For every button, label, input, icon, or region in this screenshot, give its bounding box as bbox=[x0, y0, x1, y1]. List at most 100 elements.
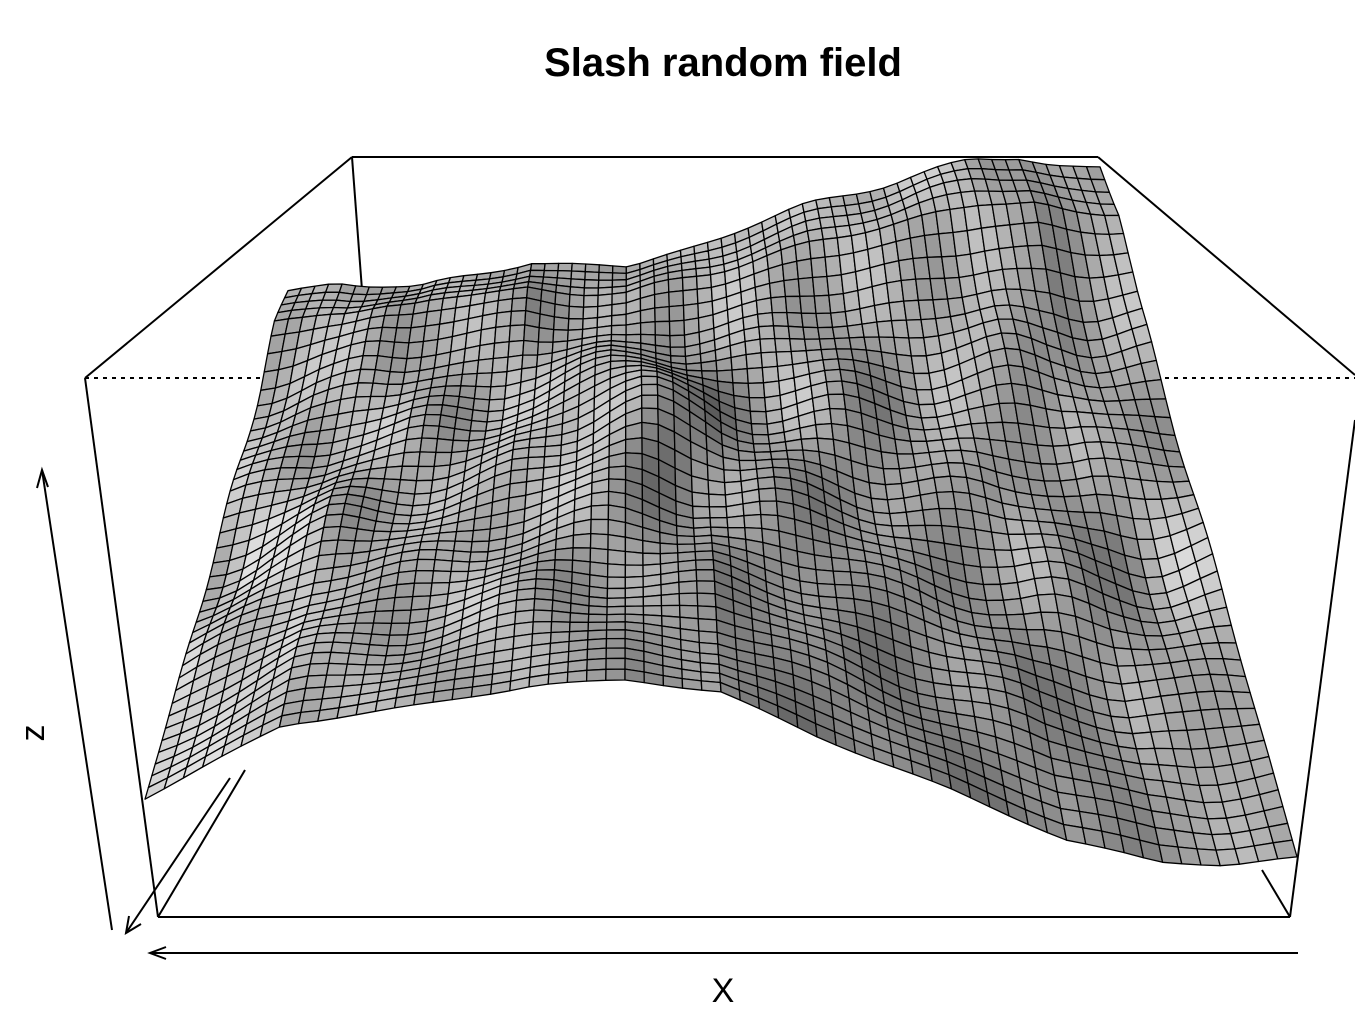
surface-facet bbox=[836, 235, 855, 257]
surface-facet bbox=[709, 516, 729, 529]
surface-facet bbox=[803, 338, 822, 352]
surface-facet bbox=[820, 348, 839, 361]
surface-facet bbox=[829, 407, 849, 427]
surface-facet bbox=[700, 680, 722, 693]
surface-facet bbox=[550, 620, 571, 634]
surface-facet bbox=[583, 287, 600, 297]
surface-facet bbox=[431, 570, 452, 584]
surface-facet bbox=[822, 358, 841, 372]
surface-facet bbox=[691, 491, 711, 508]
surface-facet bbox=[413, 691, 436, 706]
surface-facet bbox=[523, 324, 540, 343]
surface-facet bbox=[309, 651, 332, 665]
surface-facet bbox=[794, 240, 812, 262]
surface-facet bbox=[536, 559, 556, 571]
surface-facet bbox=[468, 551, 489, 563]
surface-facet bbox=[424, 404, 444, 416]
surface-facet bbox=[813, 294, 832, 315]
surface-facet bbox=[707, 479, 727, 496]
surface-facet bbox=[842, 289, 861, 313]
surface-facet bbox=[825, 380, 845, 396]
surface-facet bbox=[451, 550, 472, 563]
surface-facet bbox=[495, 310, 513, 328]
surface-facet bbox=[584, 263, 600, 274]
surface-facet bbox=[751, 433, 771, 445]
surface-facet bbox=[624, 564, 644, 578]
surface-facet bbox=[572, 518, 592, 536]
surface-facet bbox=[758, 325, 776, 340]
surface-facet bbox=[527, 445, 546, 459]
surface-facet bbox=[608, 465, 627, 481]
surface-facet bbox=[624, 575, 644, 589]
surface-facet bbox=[522, 339, 540, 356]
surface-facet bbox=[919, 491, 940, 511]
surface-facet bbox=[692, 505, 711, 519]
surface-facet bbox=[756, 311, 775, 328]
surface-facet bbox=[676, 534, 696, 546]
surface-facet bbox=[606, 587, 626, 599]
surface-facet bbox=[1208, 606, 1232, 628]
surface-facet bbox=[758, 487, 778, 502]
surface-facet bbox=[472, 515, 493, 532]
surface-facet bbox=[824, 254, 842, 278]
surface-facet bbox=[568, 305, 585, 320]
surface-facet bbox=[815, 422, 834, 440]
surface-facet bbox=[624, 668, 645, 684]
surface-facet bbox=[681, 275, 698, 292]
surface-facet bbox=[789, 338, 807, 353]
surface-facet bbox=[624, 605, 645, 616]
surface-facet bbox=[410, 595, 432, 611]
surface-facet bbox=[783, 278, 801, 298]
surface-facet bbox=[642, 604, 663, 617]
surface-facet bbox=[624, 437, 643, 455]
surface-facet bbox=[568, 293, 585, 308]
surface-facet bbox=[557, 262, 573, 272]
surface-facet bbox=[470, 540, 490, 553]
surface-facet bbox=[640, 375, 659, 386]
surface-facet bbox=[642, 552, 662, 566]
surface-facet bbox=[771, 458, 790, 469]
surface-facet bbox=[510, 297, 528, 312]
surface-facet bbox=[844, 308, 863, 327]
surface-facet bbox=[417, 451, 437, 468]
surface-facet bbox=[668, 304, 685, 322]
surface-facet bbox=[640, 383, 659, 396]
surface-facet bbox=[694, 550, 714, 561]
surface-facet bbox=[325, 502, 346, 516]
surface-facet bbox=[678, 580, 698, 595]
surface-facet bbox=[697, 618, 718, 634]
surface-facet bbox=[660, 592, 681, 607]
surface-facet bbox=[314, 632, 336, 644]
surface-facet bbox=[590, 518, 609, 536]
surface-facet bbox=[815, 312, 834, 329]
surface-facet bbox=[532, 609, 553, 623]
surface-facet bbox=[598, 264, 614, 274]
surface-facet bbox=[598, 271, 614, 281]
surface-facet bbox=[761, 365, 780, 384]
surface-facet bbox=[696, 592, 717, 608]
surface-facet bbox=[889, 511, 910, 527]
surface-facet bbox=[452, 427, 471, 442]
surface-facet bbox=[742, 500, 762, 517]
surface-facet bbox=[470, 683, 493, 698]
surface-facet bbox=[323, 513, 344, 529]
bounding-box-back bbox=[84, 156, 1355, 379]
surface-facet bbox=[590, 490, 610, 507]
surface-facet bbox=[744, 338, 762, 356]
surface-facet bbox=[624, 536, 644, 554]
surface-facet bbox=[870, 497, 891, 515]
surface-facet bbox=[529, 262, 546, 272]
surface-facet bbox=[848, 336, 867, 351]
surface-facet bbox=[432, 558, 453, 573]
surface-facet bbox=[393, 503, 414, 517]
surface-facet bbox=[491, 356, 509, 374]
surface-facet bbox=[422, 323, 441, 343]
surface-mesh bbox=[144, 158, 1298, 867]
surface-facet bbox=[399, 465, 419, 482]
surface-facet bbox=[605, 621, 626, 631]
surface-facet bbox=[406, 340, 425, 360]
surface-facet bbox=[374, 355, 393, 373]
x-axis-label: X bbox=[712, 972, 735, 1009]
surface-facet bbox=[669, 346, 687, 358]
surface-facet bbox=[320, 525, 342, 542]
